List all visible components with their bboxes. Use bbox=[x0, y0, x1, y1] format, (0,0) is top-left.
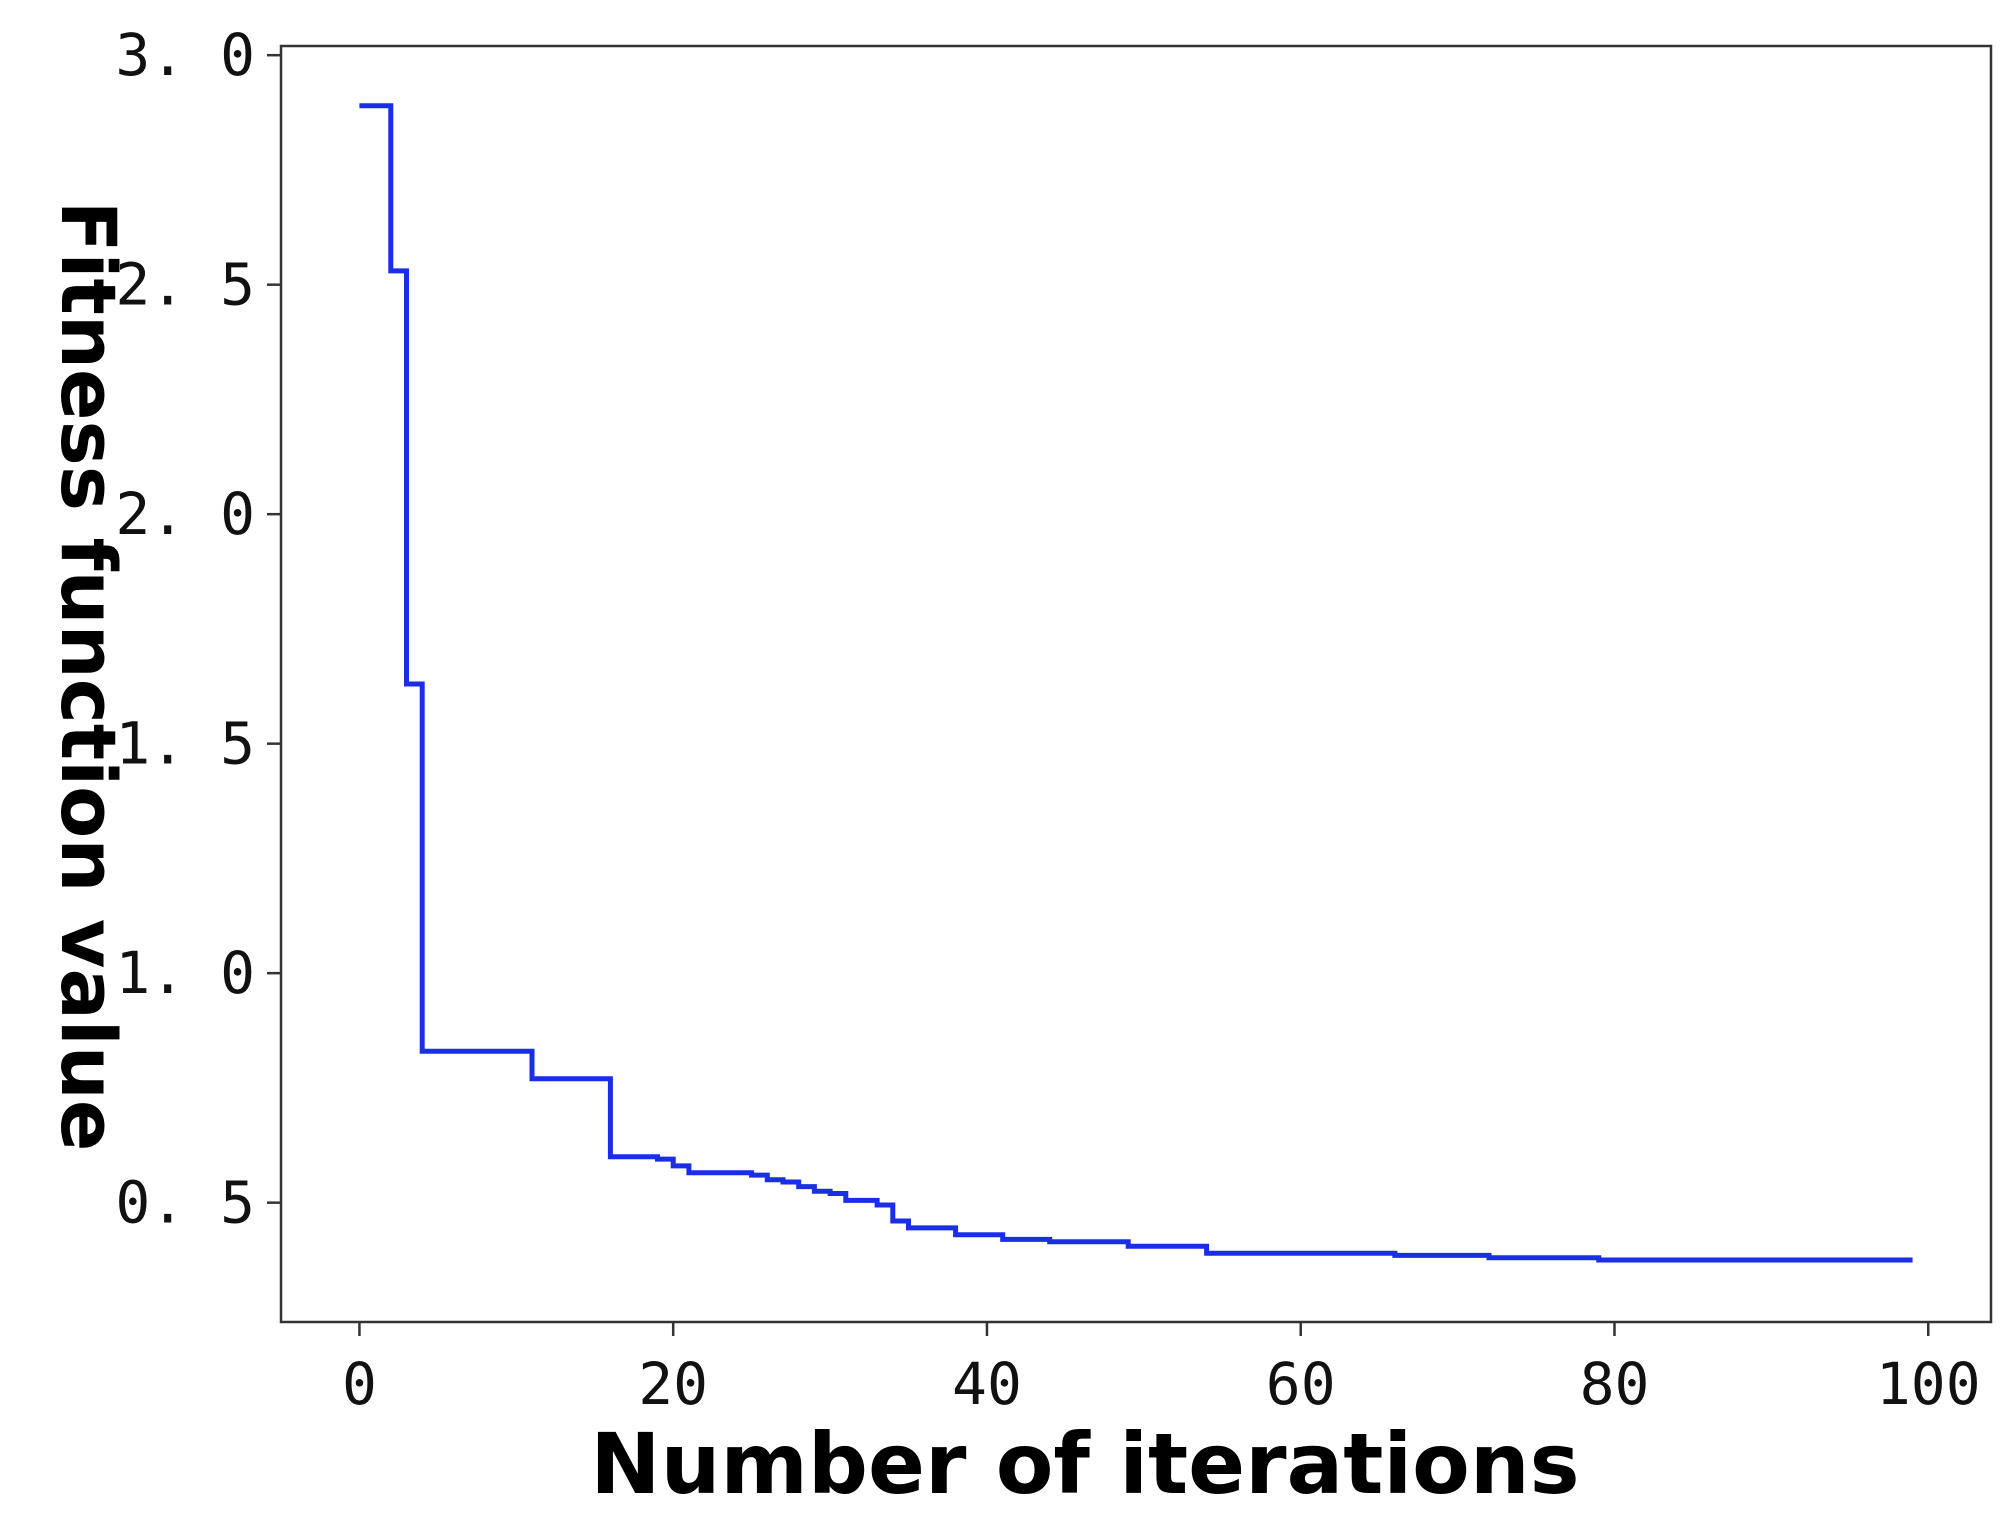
y-tick-label: 0. 5 bbox=[115, 1169, 255, 1237]
y-tick-label: 1. 5 bbox=[115, 710, 255, 778]
y-axis-title: Fitness function value bbox=[44, 201, 133, 1152]
x-tick-label: 100 bbox=[1876, 1350, 1981, 1418]
y-tick-label: 3. 0 bbox=[115, 21, 255, 89]
fitness-series-line bbox=[359, 103, 1913, 1263]
x-tick-label: 20 bbox=[638, 1350, 708, 1418]
y-axis: 0. 5 1. 0 1. 5 2. 0 2. 5 3. 0 bbox=[115, 21, 281, 1237]
y-tick-label: 1. 0 bbox=[115, 939, 255, 1007]
x-tick-label: 80 bbox=[1580, 1350, 1650, 1418]
y-tick-label: 2. 5 bbox=[115, 251, 255, 319]
x-axis-title: Number of iterations bbox=[590, 1415, 1579, 1513]
x-tick-label: 0 bbox=[342, 1350, 377, 1418]
x-tick-label: 60 bbox=[1266, 1350, 1336, 1418]
x-tick-label: 40 bbox=[952, 1350, 1022, 1418]
x-axis: 0 20 40 60 80 100 bbox=[342, 1322, 1981, 1418]
y-tick-label: 2. 0 bbox=[115, 480, 255, 548]
plot-frame bbox=[279, 44, 1993, 1324]
